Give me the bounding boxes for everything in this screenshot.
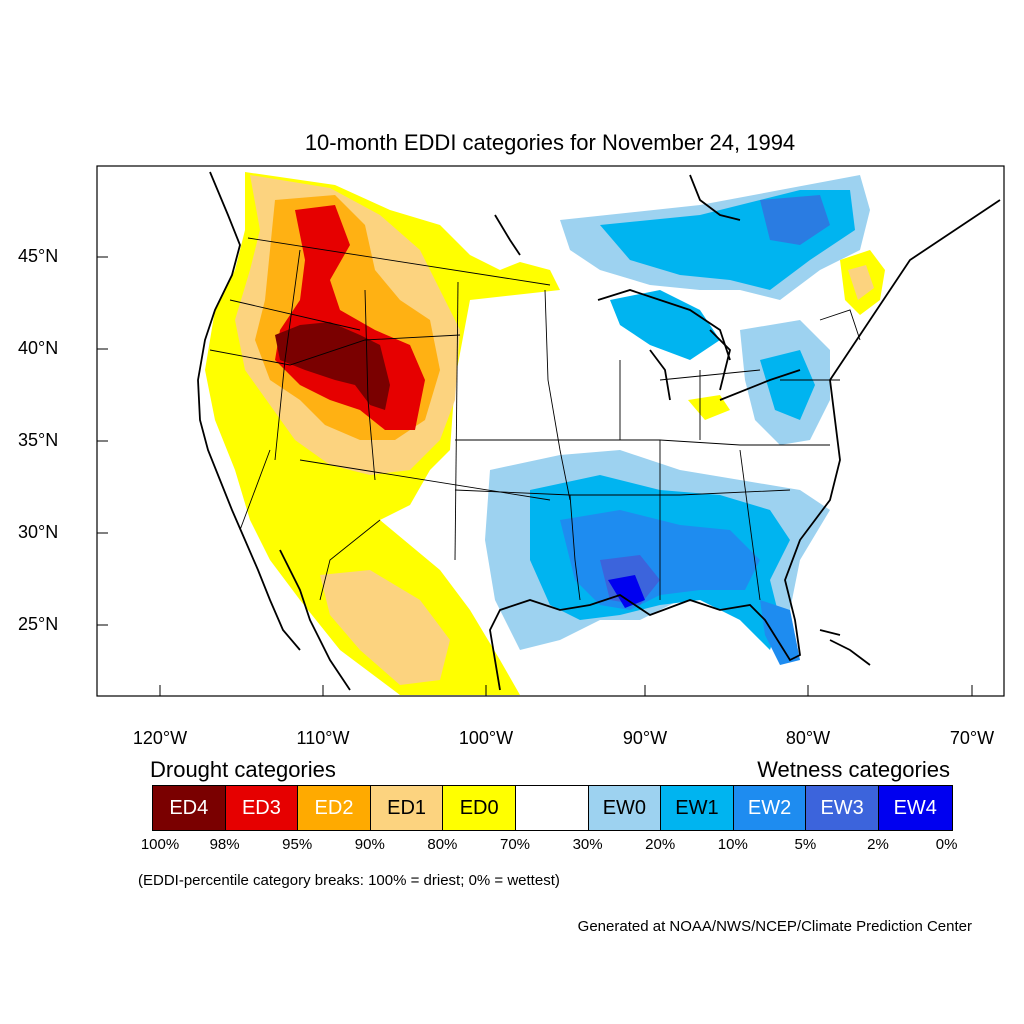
lon-ticks (159, 685, 973, 696)
ohio-drought-ed0 (688, 395, 730, 420)
lon-label-80: 80°W (785, 728, 831, 748)
lon-label-100: 100°W (458, 728, 514, 748)
gulf-wetness-ew4 (608, 575, 645, 608)
lat-label-30: 30°N (18, 522, 59, 542)
percentile-label: 20% (645, 836, 676, 853)
florida-wetness-ew2 (760, 600, 800, 665)
lon-label-70: 70°W (949, 728, 995, 748)
legend-cell-ew1: EW1 (661, 786, 734, 830)
credit-line: Generated at NOAA/NWS/NCEP/Climate Predi… (577, 918, 972, 935)
percentile-label: 2% (867, 836, 889, 853)
category-note: (EDDI-percentile category breaks: 100% =… (138, 872, 560, 889)
legend-cell-ed4: ED4 (153, 786, 226, 830)
legend-cell-ew3: EW3 (806, 786, 879, 830)
percentile-label: 98% (209, 836, 240, 853)
legend-cell-ed1: ED1 (370, 786, 444, 830)
lat-label-40: 40°N (18, 338, 59, 358)
legend-color-bar: ED4 ED3 ED2 ED1 ED0 EW0 EW1 EW2 EW3 EW4 (152, 785, 953, 831)
legend-cell-ed0: ED0 (443, 786, 516, 830)
maine-drought-ed1 (848, 265, 874, 300)
lat-label-45: 45°N (18, 246, 59, 266)
drought-categories-heading: Drought categories (150, 757, 336, 782)
legend-cell-neutral (515, 786, 589, 830)
state-boundaries (209, 237, 861, 601)
canada-wetness-ew2 (760, 195, 830, 245)
lat-ticks (97, 256, 108, 626)
legend-cell-ew4: EW4 (878, 786, 952, 830)
percentile-label: 80% (427, 836, 458, 853)
great-lakes-wetness-ew1 (610, 290, 720, 360)
percentile-label: 70% (499, 836, 531, 853)
coastlines (197, 171, 1001, 691)
lon-label-110: 110°W (296, 728, 350, 748)
western-drought-ed3 (275, 205, 425, 430)
western-drought-ed4 (275, 322, 390, 410)
percentile-label: 30% (572, 836, 603, 853)
southwest-drought-ed1 (320, 570, 450, 685)
legend-cell-ew2: EW2 (733, 786, 807, 830)
lat-label-35: 35°N (18, 430, 59, 450)
legend-cell-ew0: EW0 (588, 786, 662, 830)
percentile-label: 5% (794, 836, 817, 853)
percentile-label: 95% (282, 836, 313, 853)
lon-label-120: 120°W (132, 728, 188, 748)
northeast-wetness-ew1 (760, 350, 815, 420)
legend-cell-ed2: ED2 (298, 786, 371, 830)
lon-label-90: 90°W (622, 728, 668, 748)
percentile-label: 90% (354, 836, 385, 853)
wetness-categories-heading: Wetness categories (757, 757, 950, 782)
legend-cell-ed3: ED3 (225, 786, 299, 830)
map-frame (96, 165, 1005, 697)
map-title: 10-month EDDI categories for November 24… (304, 130, 796, 155)
percentile-label: 100% (140, 836, 180, 853)
percentile-label: 10% (717, 836, 748, 853)
lat-label-25: 25°N (18, 614, 59, 634)
percentile-label: 0% (935, 836, 958, 853)
